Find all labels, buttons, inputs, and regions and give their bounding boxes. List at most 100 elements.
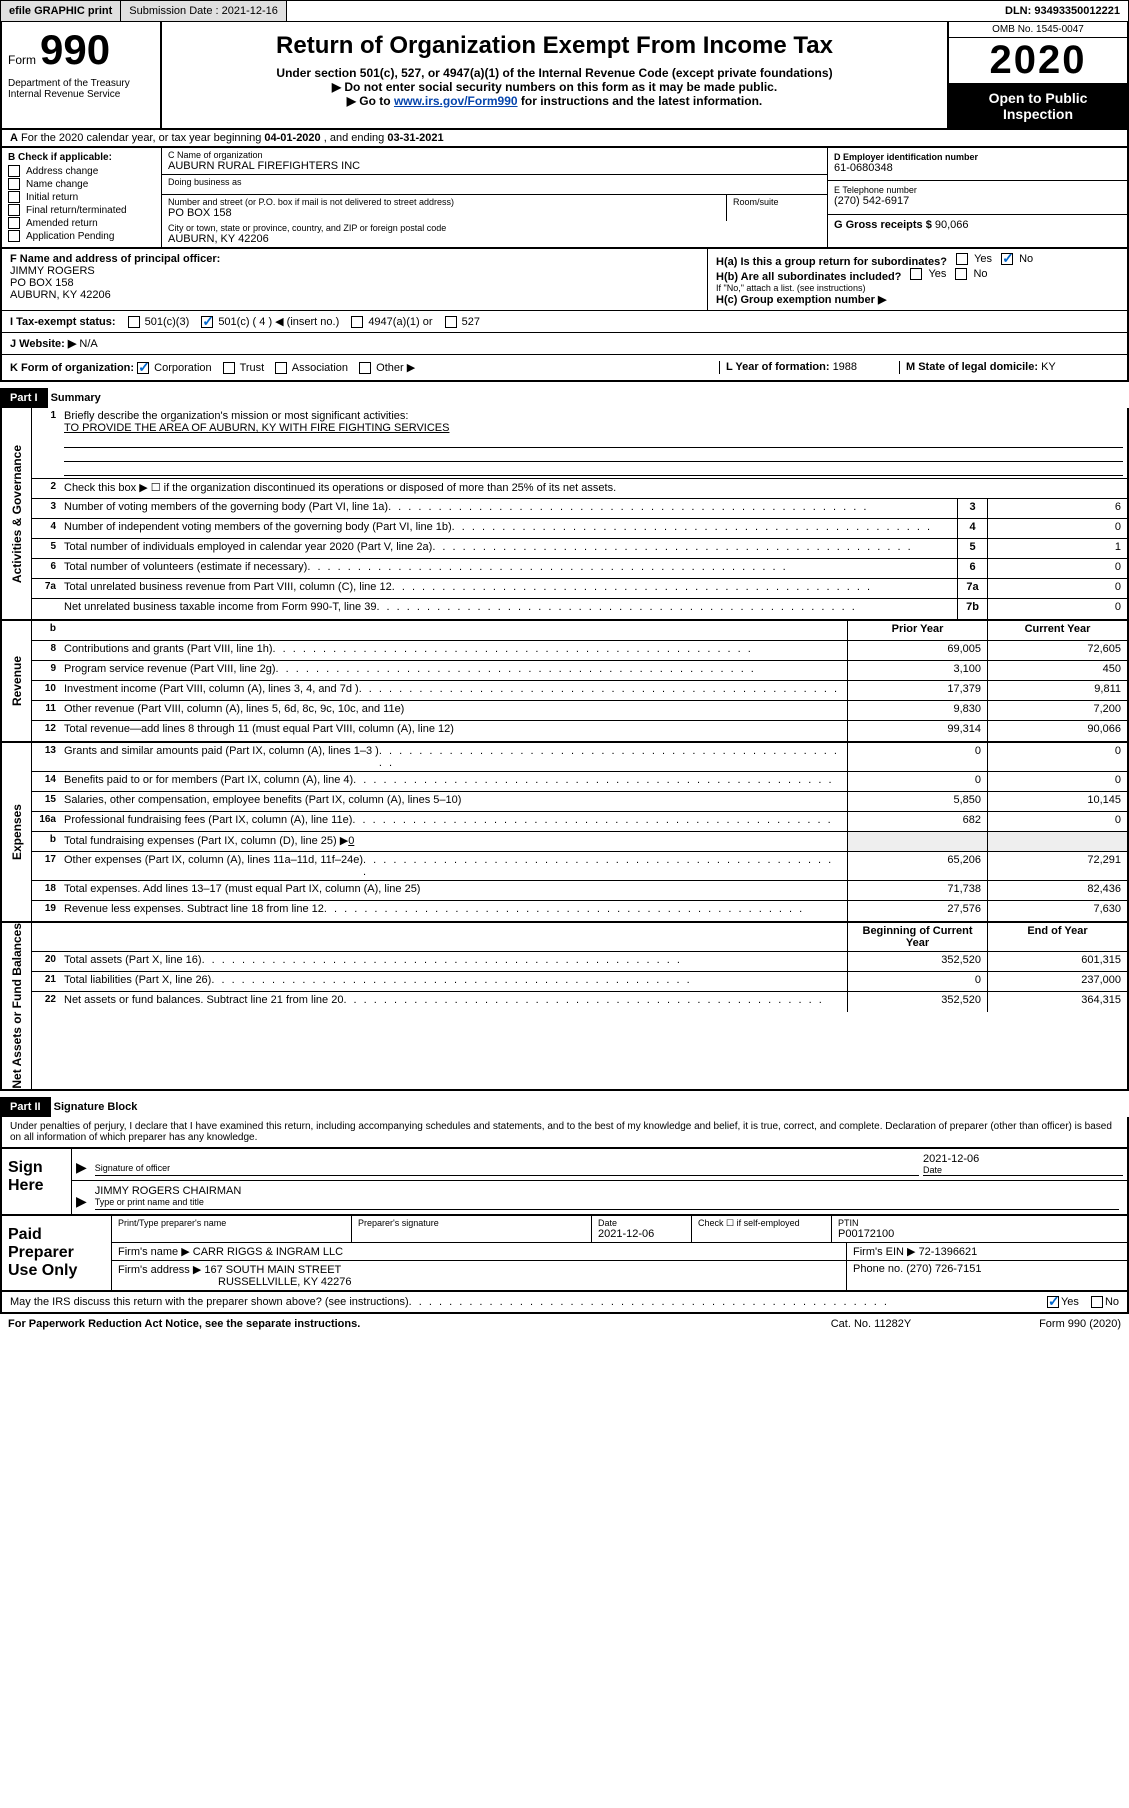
line14-label: Benefits paid to or for members (Part IX… bbox=[64, 774, 353, 789]
officer-addr1: PO BOX 158 bbox=[10, 277, 699, 289]
ha-no[interactable] bbox=[1001, 253, 1013, 265]
efile-print-button[interactable]: efile GRAPHIC print bbox=[1, 1, 121, 21]
col-current: Current Year bbox=[987, 621, 1127, 640]
discuss-yes[interactable] bbox=[1047, 1296, 1059, 1308]
line7a-value: 0 bbox=[987, 579, 1127, 598]
prep-self-label: Check ☐ if self-employed bbox=[698, 1218, 825, 1229]
line13-prior: 0 bbox=[847, 743, 987, 771]
line15-label: Salaries, other compensation, employee b… bbox=[60, 792, 847, 811]
cb-association[interactable] bbox=[275, 362, 287, 374]
part2-title: Signature Block bbox=[54, 1101, 138, 1113]
form-header: Form 990 Department of the Treasury Inte… bbox=[0, 22, 1129, 130]
line17-prior: 65,206 bbox=[847, 852, 987, 880]
ha-row: H(a) Is this a group return for subordin… bbox=[716, 253, 1119, 268]
dln: DLN: 93493350012221 bbox=[997, 1, 1128, 21]
phone-value: (270) 542-6917 bbox=[834, 195, 1121, 207]
sig-officer-label: Signature of officer bbox=[95, 1163, 919, 1173]
line10-prior: 17,379 bbox=[847, 681, 987, 700]
irs-link[interactable]: www.irs.gov/Form990 bbox=[394, 94, 518, 108]
line11-label: Other revenue (Part VIII, column (A), li… bbox=[60, 701, 847, 720]
line14-prior: 0 bbox=[847, 772, 987, 791]
prep-date-label: Date bbox=[598, 1218, 685, 1228]
line22-end: 364,315 bbox=[987, 992, 1127, 1012]
prep-ptin-label: PTIN bbox=[838, 1218, 1121, 1228]
officer-addr2: AUBURN, KY 42206 bbox=[10, 289, 699, 301]
cb-address-change[interactable] bbox=[8, 165, 20, 177]
line17-current: 72,291 bbox=[987, 852, 1127, 880]
cb-final-return[interactable] bbox=[8, 204, 20, 216]
cb-501c[interactable] bbox=[201, 316, 213, 328]
line20-label: Total assets (Part X, line 16) bbox=[64, 954, 202, 969]
line6-value: 0 bbox=[987, 559, 1127, 578]
gross-value: 90,066 bbox=[935, 219, 969, 231]
col-prior: Prior Year bbox=[847, 621, 987, 640]
line8-prior: 69,005 bbox=[847, 641, 987, 660]
cb-501c3[interactable] bbox=[128, 316, 140, 328]
col-end: End of Year bbox=[987, 923, 1127, 951]
part1-title: Summary bbox=[51, 392, 101, 404]
website-value: N/A bbox=[79, 338, 97, 350]
sig-date-label: Date bbox=[923, 1165, 1123, 1175]
prep-phone-label: Phone no. bbox=[853, 1263, 906, 1275]
line22-label: Net assets or fund balances. Subtract li… bbox=[64, 994, 343, 1010]
line8-label: Contributions and grants (Part VIII, lin… bbox=[64, 643, 273, 658]
form-org-label: K Form of organization: bbox=[10, 362, 134, 374]
cb-4947[interactable] bbox=[351, 316, 363, 328]
cb-initial-return[interactable] bbox=[8, 191, 20, 203]
prep-print-label: Print/Type preparer's name bbox=[118, 1218, 345, 1228]
cb-name-change[interactable] bbox=[8, 178, 20, 190]
cb-527[interactable] bbox=[445, 316, 457, 328]
line9-prior: 3,100 bbox=[847, 661, 987, 680]
line16a-current: 0 bbox=[987, 812, 1127, 831]
state-domicile: KY bbox=[1041, 361, 1056, 373]
line20-end: 601,315 bbox=[987, 952, 1127, 971]
firm-ein-value: 72-1396621 bbox=[919, 1246, 978, 1258]
line12-label: Total revenue—add lines 8 through 11 (mu… bbox=[60, 721, 847, 741]
part1-header: Part I bbox=[0, 388, 48, 408]
hb-no[interactable] bbox=[955, 268, 967, 280]
col-b-checkboxes: B Check if applicable: Address change Na… bbox=[2, 148, 162, 247]
line13-current: 0 bbox=[987, 743, 1127, 771]
prep-sig-label: Preparer's signature bbox=[358, 1218, 585, 1228]
line7a-label: Total unrelated business revenue from Pa… bbox=[64, 581, 392, 596]
line12-current: 90,066 bbox=[987, 721, 1127, 741]
line16b-value: 0 bbox=[348, 835, 354, 847]
line9-label: Program service revenue (Part VIII, line… bbox=[64, 663, 276, 678]
gross-label: G Gross receipts $ bbox=[834, 219, 935, 231]
tax-status-label: I Tax-exempt status: bbox=[10, 316, 116, 328]
line9-current: 450 bbox=[987, 661, 1127, 680]
sig-date-value: 2021-12-06 bbox=[923, 1153, 1123, 1165]
line18-prior: 71,738 bbox=[847, 881, 987, 900]
firm-addr-label: Firm's address ▶ bbox=[118, 1264, 201, 1276]
discuss-no[interactable] bbox=[1091, 1296, 1103, 1308]
cb-amended-return[interactable] bbox=[8, 217, 20, 229]
vlabel-netassets: Net Assets or Fund Balances bbox=[2, 923, 32, 1089]
line22-begin: 352,520 bbox=[847, 992, 987, 1012]
cb-application-pending[interactable] bbox=[8, 230, 20, 242]
vlabel-governance: Activities & Governance bbox=[2, 408, 32, 619]
cb-other[interactable] bbox=[359, 362, 371, 374]
line20-begin: 352,520 bbox=[847, 952, 987, 971]
hb-yes[interactable] bbox=[910, 268, 922, 280]
vlabel-expenses: Expenses bbox=[2, 743, 32, 921]
line21-end: 237,000 bbox=[987, 972, 1127, 991]
line19-prior: 27,576 bbox=[847, 901, 987, 921]
open-to-inspection: Open to Public Inspection bbox=[949, 84, 1127, 128]
part2-header: Part II bbox=[0, 1097, 51, 1117]
form-number: 990 bbox=[40, 26, 110, 74]
firm-addr-value: 167 SOUTH MAIN STREET bbox=[204, 1264, 341, 1276]
ha-yes[interactable] bbox=[956, 253, 968, 265]
line16a-prior: 682 bbox=[847, 812, 987, 831]
line21-begin: 0 bbox=[847, 972, 987, 991]
website-label: J Website: ▶ bbox=[10, 338, 76, 350]
arrow-icon: ▶ bbox=[76, 1193, 87, 1210]
line10-label: Investment income (Part VIII, column (A)… bbox=[64, 683, 359, 698]
footer-paperwork: For Paperwork Reduction Act Notice, see … bbox=[8, 1318, 771, 1330]
submission-date: Submission Date : 2021-12-16 bbox=[121, 1, 287, 21]
line15-prior: 5,850 bbox=[847, 792, 987, 811]
cb-corporation[interactable] bbox=[137, 362, 149, 374]
sig-name-value: JIMMY ROGERS CHAIRMAN bbox=[95, 1185, 1119, 1197]
form-title: Return of Organization Exempt From Incom… bbox=[172, 32, 937, 60]
cb-trust[interactable] bbox=[223, 362, 235, 374]
department-label: Department of the Treasury Internal Reve… bbox=[8, 78, 154, 100]
